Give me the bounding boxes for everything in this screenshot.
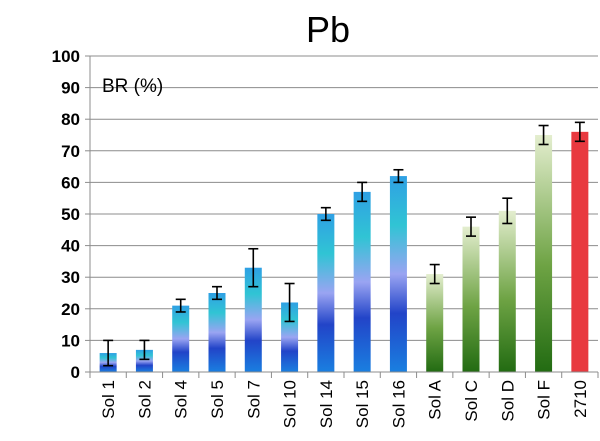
y-tick-label: 0 xyxy=(71,363,80,382)
error-bar xyxy=(212,285,222,301)
error-bar xyxy=(429,263,440,285)
error-bar xyxy=(574,121,585,143)
x-tick-label: Sol C xyxy=(462,380,481,422)
x-tick-label: Sol 1 xyxy=(99,380,118,419)
x-tick-label: Sol F xyxy=(535,380,554,420)
error-bar xyxy=(466,216,476,237)
bar xyxy=(571,131,589,372)
bar xyxy=(535,135,553,372)
y-tick-label: 50 xyxy=(61,205,80,224)
x-tick-label: Sol 5 xyxy=(208,380,227,419)
y-axis-label: BR (%) xyxy=(102,76,163,97)
x-axis-ticks: Sol 1 Sol 2 Sol 4 Sol 5 Sol 7 Sol 10 Sol 14 Sol… xyxy=(89,372,599,428)
gridlines xyxy=(90,55,598,341)
x-tick-label: Sol 4 xyxy=(172,380,191,419)
error-bar xyxy=(284,282,295,323)
y-tick-label: 90 xyxy=(61,79,80,98)
chart-title: Pb xyxy=(306,9,350,50)
error-bar xyxy=(139,339,150,361)
x-tick-label: Sol 7 xyxy=(244,380,263,419)
x-tick-label: Sol 2 xyxy=(135,380,154,419)
x-tick-label: 2710 xyxy=(571,380,590,418)
bar xyxy=(353,191,371,372)
error-bar xyxy=(538,124,549,146)
y-tick-label: 100 xyxy=(52,47,80,66)
error-bar xyxy=(502,197,513,225)
x-tick-label: Sol 10 xyxy=(281,380,300,428)
bar xyxy=(281,302,299,372)
bar xyxy=(208,293,226,372)
error-bar xyxy=(357,181,368,203)
error-bar xyxy=(393,168,404,184)
y-tick-label: 70 xyxy=(61,142,80,161)
bars xyxy=(99,131,589,372)
bar xyxy=(317,214,335,372)
x-tick-label: Sol D xyxy=(498,380,517,422)
error-bars xyxy=(103,121,585,367)
bar xyxy=(172,305,190,372)
bar xyxy=(462,226,480,372)
y-tick-label: 40 xyxy=(61,237,80,256)
x-tick-label: Sol A xyxy=(426,379,445,419)
error-bar xyxy=(175,298,186,313)
y-tick-label: 20 xyxy=(61,300,80,319)
y-tick-label: 60 xyxy=(61,173,80,192)
error-bar xyxy=(320,206,331,222)
x-tick-label: Sol 16 xyxy=(389,380,408,428)
error-bar xyxy=(248,247,259,288)
y-axis-ticks: 0 10 20 30 40 50 60 70 80 90 100 xyxy=(52,47,90,382)
y-tick-label: 30 xyxy=(61,268,80,287)
x-tick-label: Sol 14 xyxy=(317,380,336,428)
bar xyxy=(426,274,444,372)
bar xyxy=(498,210,516,372)
bar xyxy=(389,176,407,372)
x-tick-label: Sol 15 xyxy=(353,380,372,428)
bar xyxy=(244,267,262,372)
error-bar xyxy=(103,339,114,367)
y-tick-label: 10 xyxy=(61,331,80,350)
bar xyxy=(135,349,153,372)
y-tick-label: 80 xyxy=(61,110,80,129)
